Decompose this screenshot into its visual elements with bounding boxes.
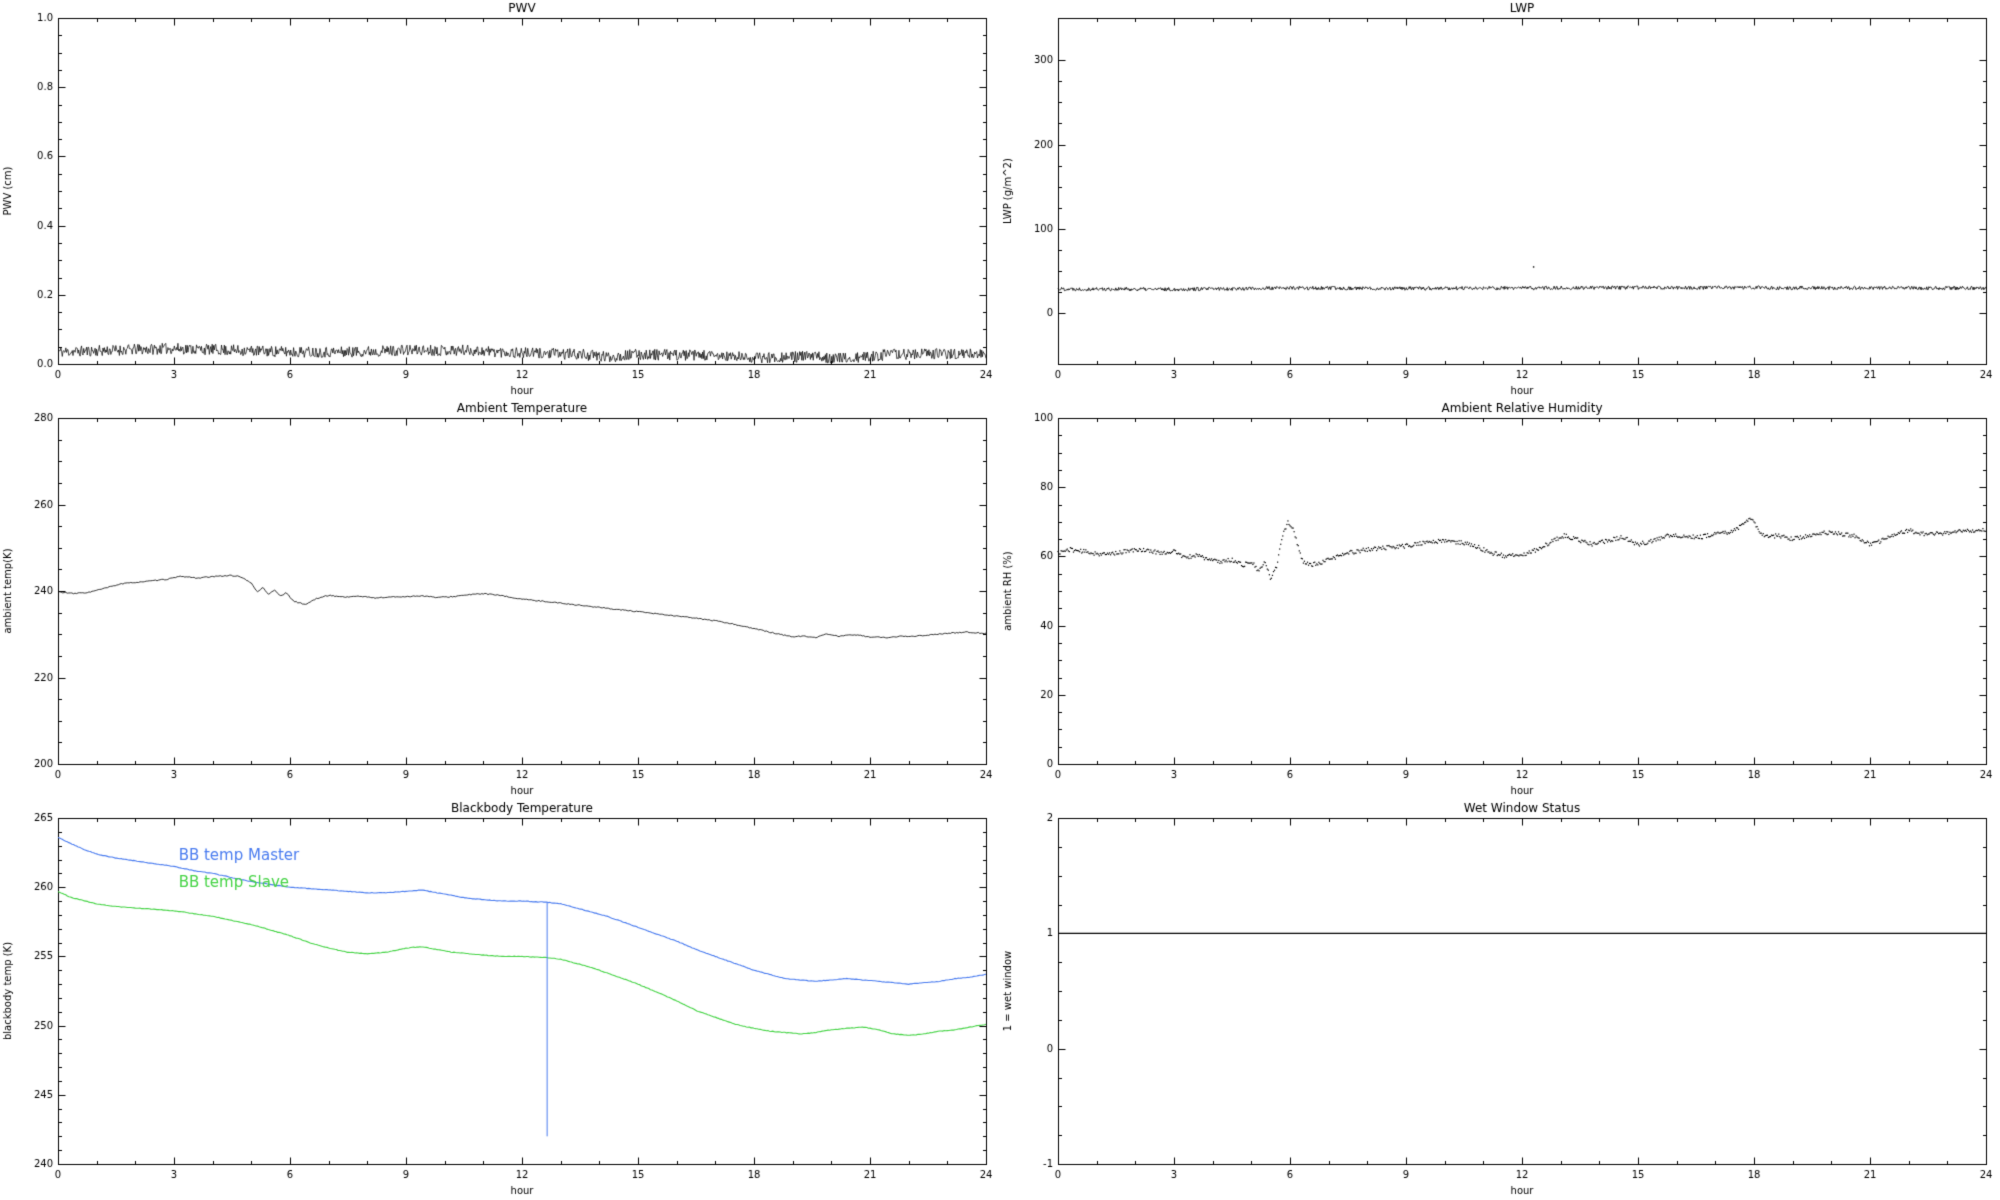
chart-panel-ambient-relative-humidity [1000, 400, 2000, 800]
blackbody-temperature-chart-canvas [0, 800, 1000, 1200]
ambient-relative-humidity-chart-canvas [1000, 400, 2000, 800]
chart-panel-wet-window-status [1000, 800, 2000, 1200]
ambient-temperature-chart-canvas [0, 400, 1000, 800]
chart-panel-lwp [1000, 0, 2000, 400]
chart-panel-blackbody-temperature [0, 800, 1000, 1200]
lwp-chart-canvas [1000, 0, 2000, 400]
wet-window-status-chart-canvas [1000, 800, 2000, 1200]
chart-panel-pwv [0, 0, 1000, 400]
pwv-chart-canvas [0, 0, 1000, 400]
chart-panel-ambient-temperature [0, 400, 1000, 800]
